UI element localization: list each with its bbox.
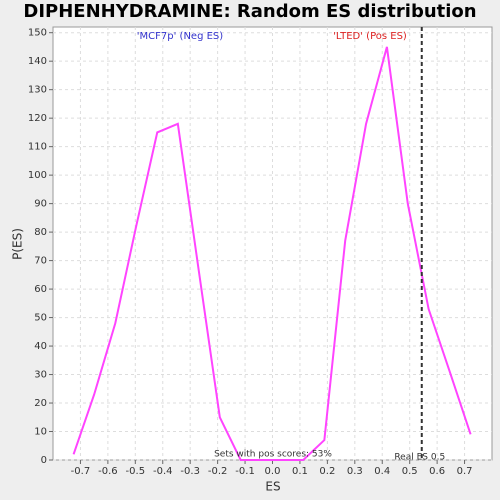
x-tick-label: -0.7 [71,466,91,477]
real-es-label: Real ES 0.5 [394,453,445,463]
es-line [72,46,472,461]
x-tick-label: 0.5 [402,466,418,477]
x-tick-label: 0.1 [292,466,308,477]
y-tick-label: 70 [34,256,47,267]
x-tick-label: -0.4 [153,466,173,477]
x-tick-label: -0.3 [180,466,200,477]
neg-label: 'MCF7p' (Neg ES) [137,31,223,42]
x-tick-label: 0.3 [347,466,363,477]
chart-title: DIPHENHYDRAMINE: Random ES distribution [23,1,476,22]
y-tick-label: 140 [28,56,47,67]
y-tick-label: 40 [34,341,47,352]
y-tick-label: 10 [34,427,47,438]
y-tick-label: 120 [28,113,47,124]
y-tick-label: 100 [28,170,47,181]
x-tick-label: -0.2 [208,466,228,477]
y-tick-label: 60 [34,284,47,295]
y-axis-label: P(ES) [11,228,25,260]
x-axis-label: ES [265,480,280,494]
y-tick-label: 0 [41,455,47,466]
x-tick-label: -0.5 [126,466,146,477]
y-tick-label: 80 [34,227,47,238]
y-tick-label: 30 [34,370,47,381]
x-tick-label: 0.6 [429,466,445,477]
x-tick-label: -0.1 [235,466,255,477]
x-tick-label: -0.6 [98,466,118,477]
x-tick-label: 0.2 [319,466,335,477]
y-tick-label: 150 [28,28,47,39]
x-tick-label: 0.7 [457,466,473,477]
y-tick-label: 130 [28,85,47,96]
y-tick-label: 50 [34,313,47,324]
y-tick-label: 20 [34,398,47,409]
y-tick-label: 110 [28,142,47,153]
x-tick-label: 0.0 [265,466,281,477]
x-tick-label: 0.4 [374,466,390,477]
pos-label: 'LTED' (Pos ES) [333,31,407,42]
pos-scores-text: Sets with pos scores: 53% [214,450,332,460]
y-tick-label: 90 [34,199,47,210]
